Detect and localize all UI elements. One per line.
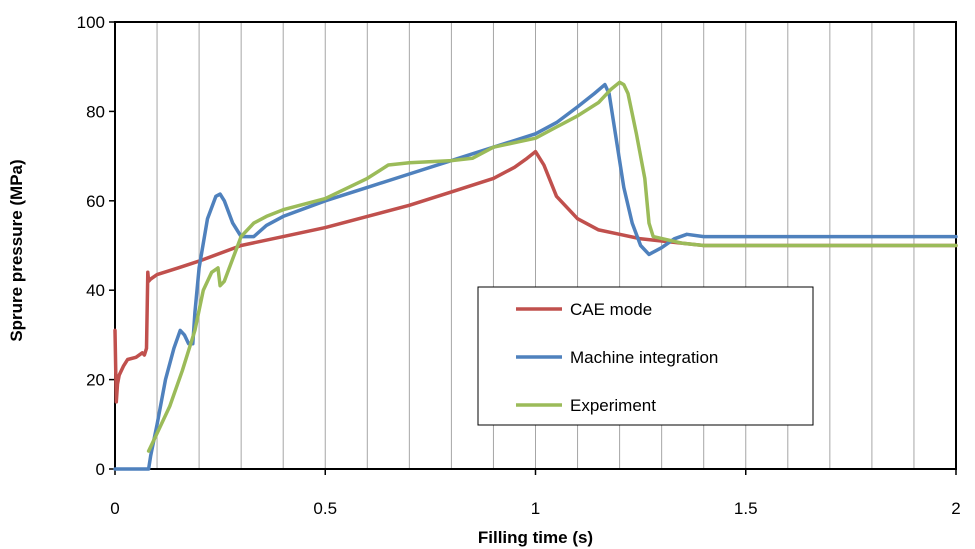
y-tick-label: 80 [86, 102, 105, 121]
series-line-cae-mode [113, 149, 958, 404]
axis-ticks: 0 20 40 60 80 100 0 0.5 1 1.5 2 [77, 13, 961, 518]
series-lines [113, 80, 958, 471]
legend-label: Machine integration [570, 348, 718, 367]
legend-label: CAE mode [570, 300, 652, 319]
x-tick-label: 0.5 [313, 499, 337, 518]
x-tick-label: 0 [110, 499, 119, 518]
y-tick-label: 0 [96, 460, 105, 479]
y-tick-label: 100 [77, 13, 105, 32]
y-tick-label: 20 [86, 371, 105, 390]
y-tick-label: 40 [86, 281, 105, 300]
x-tick-label: 1 [531, 499, 540, 518]
y-axis-title: Sprure pressure (MPa) [7, 159, 26, 341]
x-tick-label: 2 [951, 499, 960, 518]
legend: CAE mode Machine integration Experiment [477, 286, 814, 426]
series-line-machine-integration [113, 82, 958, 471]
x-tick-label: 1.5 [734, 499, 758, 518]
series-line-experiment [146, 80, 958, 453]
x-axis-title: Filling time (s) [478, 528, 593, 547]
legend-label: Experiment [570, 396, 656, 415]
y-tick-label: 60 [86, 192, 105, 211]
